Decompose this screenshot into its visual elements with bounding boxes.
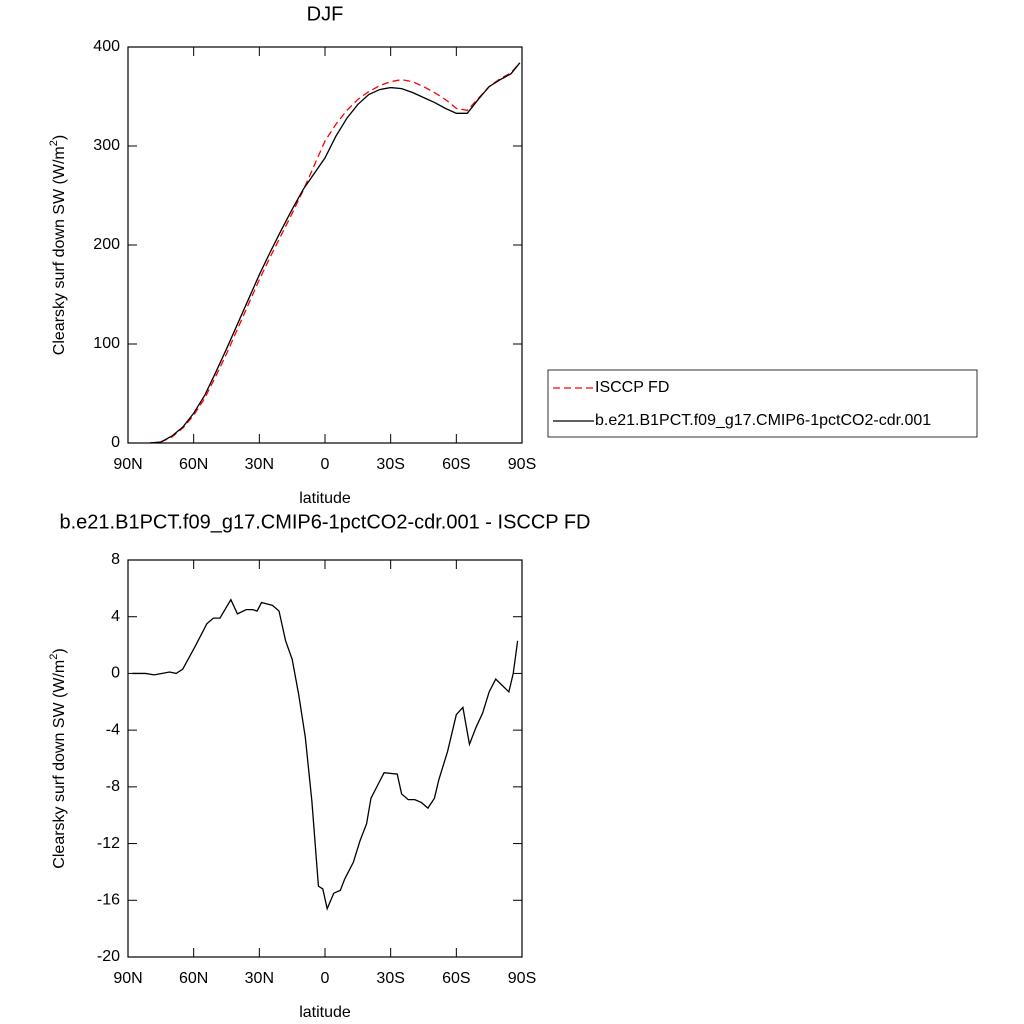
data-line: [149, 62, 521, 444]
legend-label: ISCCP FD: [595, 379, 669, 396]
x-tick-label: 30S: [376, 456, 404, 473]
x-tick-label: 0: [321, 456, 330, 473]
y-axis-label-sup: 2: [48, 140, 60, 146]
y-axis-label-main: Clearsky surf down SW (W/m: [51, 660, 68, 869]
x-tick-label: 30S: [376, 970, 404, 987]
x-tick-label: 90N: [113, 456, 142, 473]
x-tick-label: 30N: [245, 456, 274, 473]
y-tick-label: 100: [93, 335, 120, 352]
legend-label: b.e21.B1PCT.f09_g17.CMIP6-1pctCO2-cdr.00…: [595, 412, 931, 429]
chart-title: DJF: [307, 3, 344, 25]
chart-title: b.e21.B1PCT.f09_g17.CMIP6-1pctCO2-cdr.00…: [60, 511, 591, 533]
x-tick-label: 60N: [179, 970, 208, 987]
data-line: [149, 62, 521, 444]
x-tick-label: 0: [321, 970, 330, 987]
x-tick-label: 60S: [442, 970, 470, 987]
y-tick-label: -20: [97, 948, 120, 965]
legend-box: [547, 369, 978, 438]
y-tick-label: -12: [97, 835, 120, 852]
x-tick-label: 30N: [245, 970, 274, 987]
y-axis-label-main: Clearsky surf down SW (W/m: [51, 146, 68, 355]
x-axis-label: latitude: [299, 1004, 351, 1021]
y-tick-label: 8: [111, 551, 120, 568]
y-tick-label: 400: [93, 38, 120, 55]
y-axis-label-end: ): [51, 135, 68, 140]
y-axis-label: Clearsky surf down SW (W/m2): [48, 135, 68, 355]
data-line: [132, 598, 519, 911]
y-tick-label: 0: [111, 665, 120, 682]
x-axis-label: latitude: [299, 490, 351, 507]
y-tick-label: -16: [97, 892, 120, 909]
plot-frame: [127, 46, 523, 444]
x-tick-label: 60S: [442, 456, 470, 473]
x-tick-label: 90N: [113, 970, 142, 987]
x-tick-label: 90S: [508, 456, 536, 473]
y-axis-label-end: ): [51, 648, 68, 653]
y-axis-label-sup: 2: [48, 654, 60, 660]
y-tick-label: 4: [111, 608, 120, 625]
y-tick-label: 300: [93, 137, 120, 154]
y-tick-label: -8: [106, 778, 120, 795]
x-tick-label: 60N: [179, 456, 208, 473]
y-tick-label: 200: [93, 236, 120, 253]
y-tick-label: 0: [111, 434, 120, 451]
x-tick-label: 90S: [508, 970, 536, 987]
y-axis-label: Clearsky surf down SW (W/m2): [48, 648, 68, 868]
y-tick-label: -4: [106, 721, 120, 738]
